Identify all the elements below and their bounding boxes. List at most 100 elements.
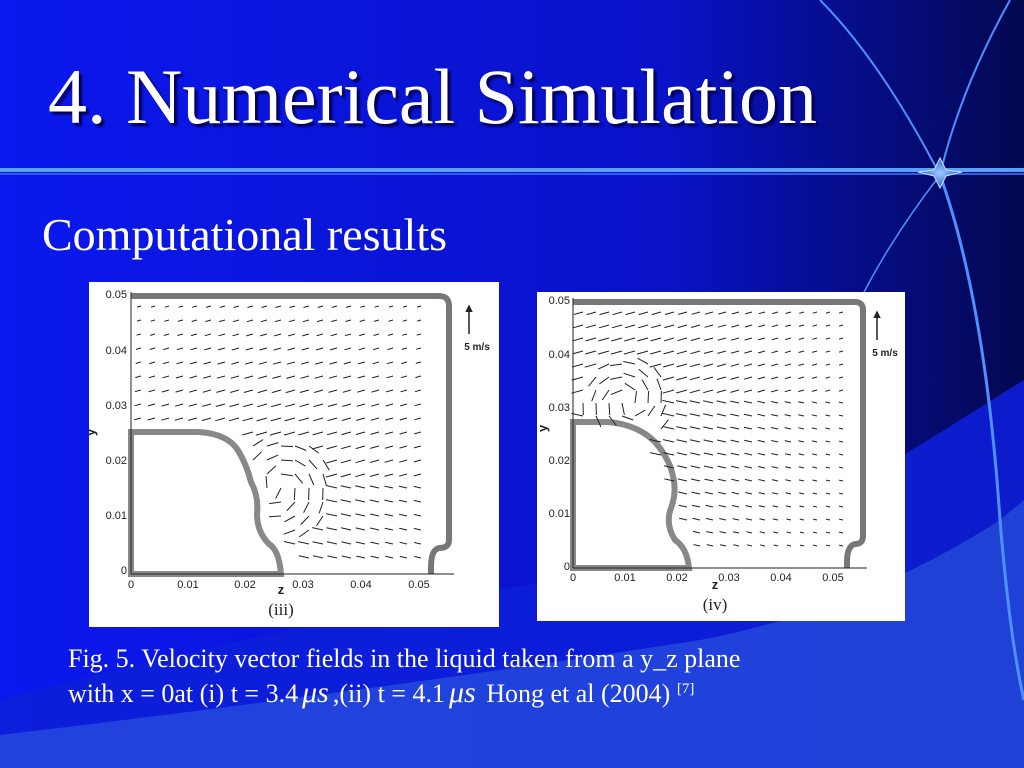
vector-arrow [280,459,294,462]
vector-arrow [161,403,170,407]
vector-arrow [757,376,766,380]
vector-arrow [275,487,282,499]
vector-arrow [716,413,727,417]
vector-arrow [598,324,610,329]
vector-arrow [660,404,667,417]
vector-arrow [341,555,352,559]
vector-arrow [744,350,753,354]
vector-arrow [634,409,646,417]
mu-symbol: μs [302,676,329,709]
y-tick: 0.05 [549,295,570,307]
vector-arrow [299,403,310,408]
y-tick: 0.01 [549,508,570,520]
vector-arrow [637,324,649,329]
vector-arrow [757,350,766,354]
vector-arrow [230,375,240,379]
vector-arrow [758,311,766,315]
vector-arrow [398,485,408,489]
vector-arrow [771,453,779,456]
vector-arrow [744,363,753,367]
vector-arrow [838,518,844,521]
vector-arrow [189,375,198,379]
vector-arrow [730,363,740,367]
vector-arrow [757,363,766,367]
vector-arrow [344,333,352,337]
vector-arrow [679,517,688,521]
vector-arrow [371,389,380,393]
vector-arrow [402,319,408,322]
vector-arrow [399,459,408,463]
vector-arrow [399,541,408,545]
vector-arrow [357,389,366,393]
vector-arrow [660,419,669,430]
vector-arrow [784,363,792,367]
vector-arrow [811,376,818,379]
vector-arrow [638,368,649,378]
vector-arrow [355,541,366,545]
vector-arrow [825,492,831,495]
vector-arrow [388,305,394,308]
vector-arrow [663,465,675,469]
vector-arrow [322,473,327,486]
vector-arrow [370,445,380,449]
vector-arrow [719,531,727,534]
vector-arrow [838,311,844,314]
y-tick: 0.04 [106,345,127,357]
vector-arrow [732,531,740,534]
vector-arrow [356,403,366,407]
vector-arrow [384,445,394,449]
vector-arrow [758,337,766,341]
vector-arrow [149,333,156,336]
vector-arrow [245,347,254,351]
vector-arrow [298,431,310,436]
vector-arrow [689,400,701,404]
vector-arrow [312,541,324,545]
vector-arrow [689,389,701,394]
vector-arrow [624,382,636,391]
vector-arrow [283,541,296,545]
vector-arrow [413,499,422,503]
vector-arrow [730,400,740,404]
vector-arrow [825,324,831,327]
vector-arrow [676,426,688,430]
vector-arrow [358,347,366,351]
vector-arrow [246,319,254,323]
vector-arrow [691,491,701,495]
vector-arrow [744,478,753,482]
vector-arrow [161,389,170,393]
vector-arrow [326,445,338,450]
vector-arrow [247,305,254,308]
vector-arrow [825,518,831,521]
vector-arrow [174,417,184,421]
vector-arrow [664,324,675,329]
vector-arrow [188,417,198,421]
y-tick: 0.04 [549,349,570,361]
vector-arrow [705,517,714,521]
vector-arrow [757,400,766,404]
vector-arrow [229,389,240,393]
vector-arrow [689,439,701,443]
vector-arrow [312,431,324,436]
y-tick: 0.02 [106,455,127,467]
vector-arrow [663,452,675,456]
vector-arrow [757,413,766,417]
vector-arrow [773,531,779,534]
vector-arrow [242,431,254,436]
y-tick: 0.03 [549,402,570,414]
vector-arrow [176,347,184,351]
vector-arrow [760,544,766,547]
vector-arrow [340,485,352,489]
vector-arrow [676,452,688,456]
vector-arrow [731,478,740,482]
vector-arrow [825,311,831,314]
vector-arrow [623,372,636,378]
vector-arrow [273,347,282,351]
vector-arrow [414,403,422,407]
vector-arrow [414,556,422,559]
vector-arrow [215,403,226,407]
vector-arrow [401,347,408,350]
vector-arrow [608,402,611,416]
vector-arrow [770,389,779,393]
vector-arrow [242,417,254,422]
vector-arrow [274,319,282,323]
